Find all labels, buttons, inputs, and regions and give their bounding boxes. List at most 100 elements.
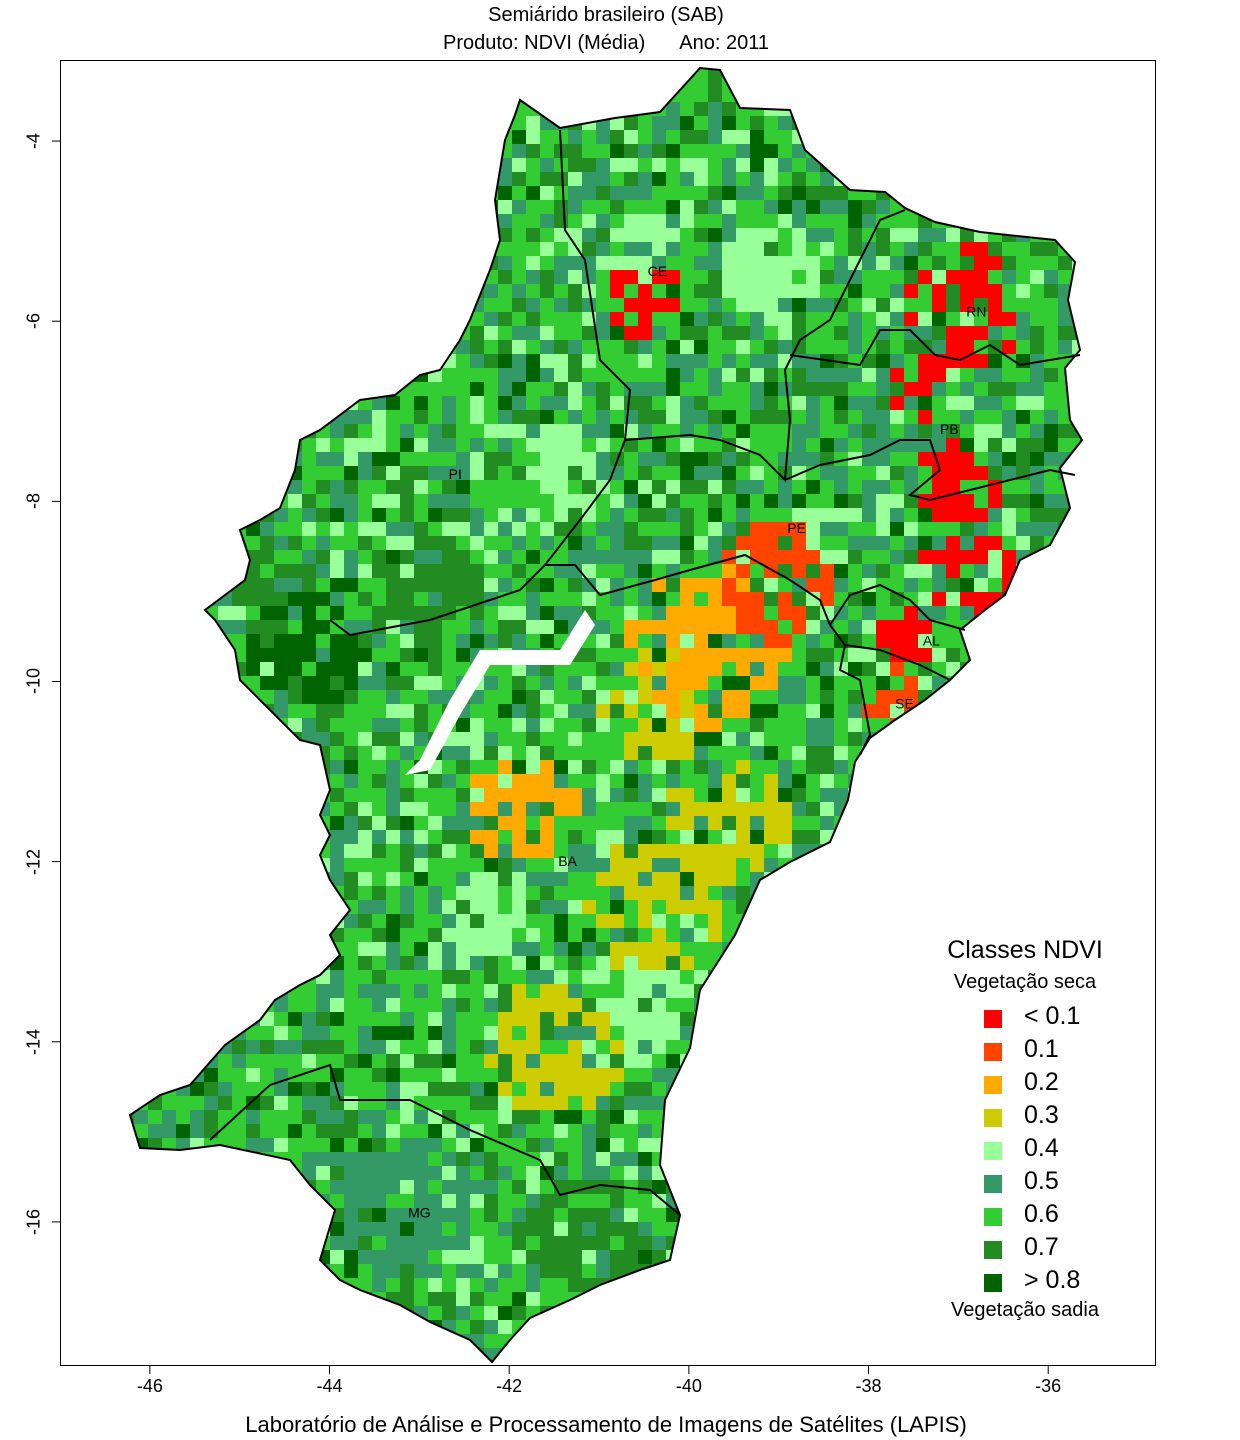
raster-cell	[736, 228, 750, 242]
raster-cell	[554, 228, 568, 242]
raster-cell	[624, 214, 638, 228]
raster-cell	[736, 186, 750, 200]
raster-cell	[540, 438, 554, 452]
raster-cell	[862, 438, 876, 452]
raster-cell	[932, 368, 946, 382]
raster-cell	[652, 158, 666, 172]
raster-cell	[470, 396, 484, 410]
raster-cell	[372, 438, 386, 452]
raster-cell	[358, 410, 372, 424]
raster-cell	[890, 396, 904, 410]
raster-cell	[708, 116, 722, 130]
raster-cell	[680, 466, 694, 480]
raster-cell	[904, 382, 918, 396]
raster-cell	[414, 578, 428, 592]
raster-cell	[820, 466, 834, 480]
raster-cell	[806, 256, 820, 270]
raster-cell	[792, 144, 806, 158]
raster-cell	[512, 326, 526, 340]
y-tick-label: -10	[23, 668, 44, 695]
raster-cell	[862, 214, 876, 228]
raster-cell	[414, 396, 428, 410]
raster-cell	[1002, 494, 1016, 508]
raster-cell	[806, 284, 820, 298]
raster-cell	[960, 284, 974, 298]
raster-cell	[288, 592, 302, 606]
raster-cell	[652, 410, 666, 424]
raster-cell	[260, 578, 274, 592]
raster-cell	[652, 382, 666, 396]
raster-cell	[1016, 396, 1030, 410]
raster-cell	[624, 522, 638, 536]
raster-cell	[722, 242, 736, 256]
raster-cell	[904, 494, 918, 508]
raster-cell	[358, 536, 372, 550]
raster-cell	[834, 326, 848, 340]
y-tick-label: -4	[23, 133, 44, 150]
raster-cell	[610, 550, 624, 564]
raster-cell	[624, 550, 638, 564]
raster-cell	[694, 466, 708, 480]
raster-cell	[932, 382, 946, 396]
raster-cell	[960, 298, 974, 312]
raster-cell	[932, 536, 946, 550]
raster-cell	[988, 550, 1002, 564]
raster-cell	[1016, 536, 1030, 550]
raster-cell	[624, 536, 638, 550]
raster-cell	[680, 438, 694, 452]
raster-cell	[694, 396, 708, 410]
raster-cell	[554, 564, 568, 578]
raster-cell	[316, 564, 330, 578]
raster-cell	[442, 564, 456, 578]
raster-cell	[358, 466, 372, 480]
raster-cell	[764, 172, 778, 186]
raster-cell	[568, 494, 582, 508]
raster-cell	[540, 326, 554, 340]
raster-cell	[596, 158, 610, 172]
raster-cell	[638, 298, 652, 312]
raster-cell	[582, 172, 596, 186]
raster-cell	[904, 284, 918, 298]
raster-cell	[862, 424, 876, 438]
raster-cell	[302, 494, 316, 508]
raster-cell	[750, 144, 764, 158]
raster-cell	[918, 340, 932, 354]
raster-cell	[232, 592, 246, 606]
raster-cell	[638, 256, 652, 270]
raster-cell	[582, 326, 596, 340]
raster-cell	[624, 270, 638, 284]
raster-cell	[1058, 340, 1072, 354]
raster-cell	[316, 438, 330, 452]
raster-cell	[484, 522, 498, 536]
raster-cell	[400, 466, 414, 480]
raster-cell	[750, 172, 764, 186]
raster-cell	[708, 368, 722, 382]
raster-cell	[876, 508, 890, 522]
raster-cell	[1002, 522, 1016, 536]
raster-cell	[680, 172, 694, 186]
raster-cell	[862, 508, 876, 522]
raster-cell	[666, 382, 680, 396]
raster-cell	[568, 340, 582, 354]
raster-cell	[610, 270, 624, 284]
raster-cell	[778, 298, 792, 312]
raster-cell	[470, 452, 484, 466]
legend-item: 0.6	[920, 1200, 1140, 1233]
raster-cell	[1044, 522, 1058, 536]
raster-cell	[904, 256, 918, 270]
raster-cell	[414, 550, 428, 564]
raster-cell	[918, 270, 932, 284]
legend-item: > 0.8	[920, 1266, 1140, 1299]
raster-cell	[890, 550, 904, 564]
raster-cell	[1044, 410, 1058, 424]
raster-cell	[890, 438, 904, 452]
raster-cell	[904, 438, 918, 452]
raster-cell	[764, 410, 778, 424]
legend-label: 0.4	[1024, 1134, 1059, 1162]
raster-cell	[722, 214, 736, 228]
raster-cell	[680, 354, 694, 368]
raster-cell	[988, 242, 1002, 256]
raster-cell	[680, 592, 694, 606]
raster-cell	[694, 578, 708, 592]
raster-cell	[414, 466, 428, 480]
